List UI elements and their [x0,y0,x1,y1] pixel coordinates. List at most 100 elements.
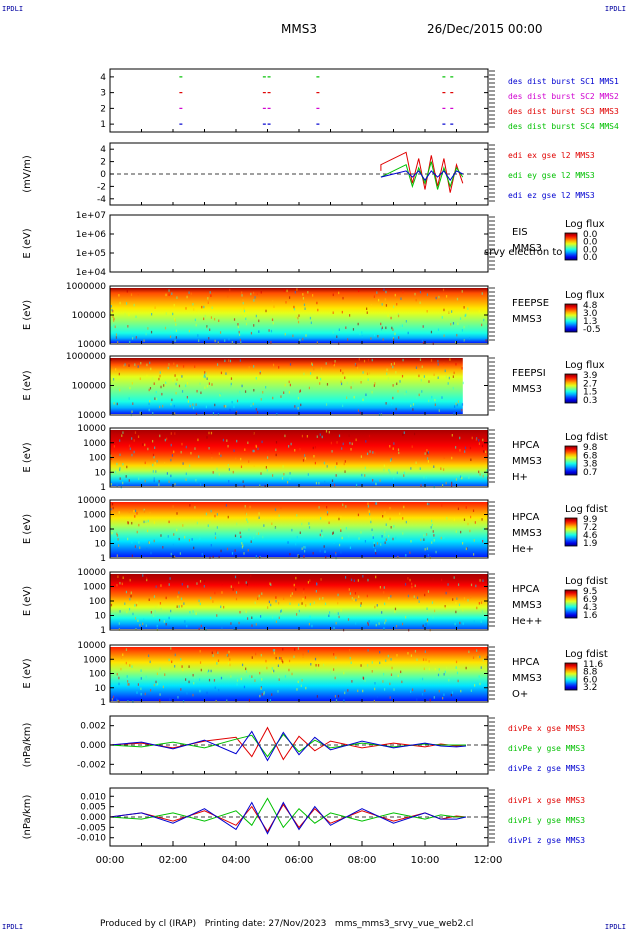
y-tick-label: 4 [100,145,106,155]
spectrogram-speckle [324,602,327,606]
spectrogram-speckle [434,403,436,406]
spectrogram-speckle [130,594,132,598]
spectrogram-speckle [470,595,472,599]
spectrogram-speckle [326,512,329,516]
spectrogram-speckle [214,536,217,540]
spectrogram-speckle [255,623,257,626]
y-tick-label: 1000 [83,439,106,449]
spectrogram-speckle [423,375,426,378]
spectrogram-speckle [159,434,161,438]
spectrogram-speckle [474,684,476,687]
spectrogram-speckle [461,290,463,293]
y-tick-label: 1000 [83,583,106,593]
spectrogram-speckle [159,405,161,409]
spectrogram-speckle [229,663,231,667]
spectrogram-speckle [461,476,463,480]
spectrogram-speckle [288,391,290,394]
spectrogram-speckle [369,518,372,521]
spectrogram-speckle [352,381,354,385]
spectrogram-speckle [379,650,381,654]
spectrogram-speckle [345,527,347,530]
spectrogram-speckle [296,688,298,691]
spectrogram-speckle [245,670,248,673]
spectrogram-speckle [450,322,452,326]
spectrogram-speckle [326,511,329,514]
spectrogram-speckle [295,588,297,591]
footer-text: Produced by cl (IRAP) Printing date: 27/… [100,919,474,929]
colorbar-tick: 9.9 [583,515,598,525]
legend-entry: divPe x gse MMS3 [508,724,585,733]
spectrogram-speckle [278,366,280,369]
spectrogram-speckle [228,480,230,483]
spectrogram-speckle [272,300,274,303]
spectrogram-speckle [421,339,423,343]
instrument-label: FEEPSI [512,368,546,379]
spectrogram-speckle [445,295,448,298]
spectrogram-speckle [261,693,263,696]
spectrogram-speckle [463,306,465,309]
spectrogram-speckle [334,676,336,680]
spectrogram-speckle [287,541,289,544]
spectrogram-speckle [481,444,484,448]
spectrogram-speckle [314,657,317,661]
spectrogram-speckle [413,595,415,598]
spectrogram-speckle [344,576,347,579]
spectrogram-speckle [134,431,137,434]
spectrogram-speckle [135,628,137,631]
spectrogram-speckle [386,368,388,372]
spectrogram-speckle [483,450,485,453]
spectrogram-speckle [199,382,201,385]
spectrogram-speckle [115,368,117,371]
spectrogram-speckle [303,554,305,558]
spectrogram-speckle [232,470,234,474]
spectrogram-speckle [115,470,117,474]
spectrogram-speckle [163,620,165,623]
spectrogram-speckle [302,297,305,300]
instrument-label: He+ [512,544,534,555]
spectrogram-speckle [451,481,453,485]
spectrogram-speckle [131,410,133,414]
spectrogram-speckle [143,510,146,513]
spectrogram-speckle [171,454,174,457]
spectrogram-speckle [438,409,440,412]
spectrogram-speckle [275,441,278,444]
spectrogram-speckle [442,696,444,700]
spectrogram-speckle [362,371,364,374]
spectrogram-speckle [255,555,257,558]
spectrogram-speckle [217,413,219,416]
spectrogram-speckle [453,412,455,415]
spectrogram-speckle [251,675,253,678]
spectrogram-speckle [369,450,371,453]
spectrogram-speckle [467,307,469,310]
y-tick-label: 1000 [83,655,106,665]
spectrogram-speckle [181,665,183,668]
spectrogram-speckle [485,450,487,454]
spectrogram-speckle [367,649,369,652]
spectrogram-speckle [401,374,404,378]
spectrogram-speckle [199,689,201,693]
spectrogram-speckle [132,612,134,616]
spectrogram-speckle [201,552,203,556]
spectrogram-speckle [395,407,397,411]
y-tick-label: 100 [89,597,106,607]
y-tick-label: 100 [89,670,106,680]
spectrogram-speckle [260,291,262,294]
spectrogram-speckle [299,389,302,392]
colorbar-tick: 1.6 [583,611,598,621]
spectrogram-speckle [335,551,337,555]
spectrogram-speckle [230,384,232,388]
spectrogram-speckle [180,450,182,454]
spectrogram-speckle [421,677,424,681]
spectrogram-speckle [139,411,141,415]
spectrogram-speckle [302,655,304,658]
spectrogram-speckle [205,669,207,672]
spectrogram [110,647,488,701]
spectrogram-speckle [357,579,359,582]
spectrogram-speckle [376,695,379,698]
spectrogram-speckle [480,601,483,604]
spectrogram-speckle [203,579,206,583]
spectrogram-speckle [478,442,481,445]
spectrogram-speckle [470,473,472,476]
